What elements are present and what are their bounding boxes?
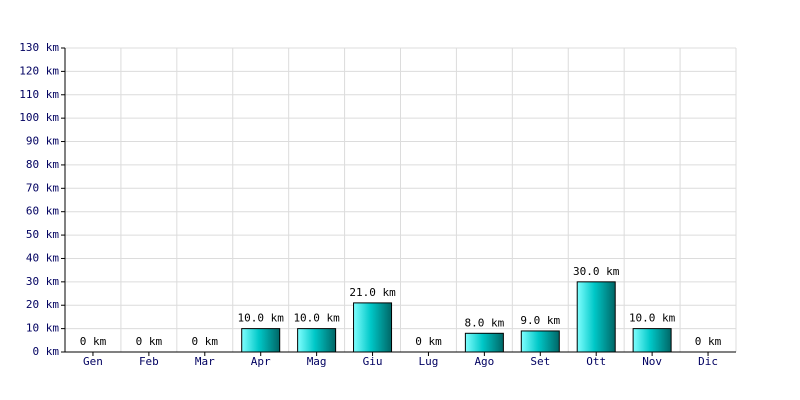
value-label: 0 km [192, 335, 219, 348]
y-tick-label: 120 km [19, 64, 59, 77]
x-tick-label: Nov [642, 355, 662, 368]
y-tick-label: 30 km [26, 275, 59, 288]
x-tick-label: Set [530, 355, 550, 368]
y-tick-label: 60 km [26, 205, 59, 218]
x-tick-label: Apr [251, 355, 271, 368]
bar [576, 281, 616, 353]
value-label: 0 km [415, 335, 442, 348]
y-tick-label: 130 km [19, 41, 59, 54]
value-label: 8.0 km [465, 316, 505, 329]
y-tick-label: 20 km [26, 298, 59, 311]
y-tick-label: 10 km [26, 322, 59, 335]
y-tick-label: 110 km [19, 88, 59, 101]
bar [297, 328, 337, 353]
bar [241, 328, 281, 353]
value-label: 21.0 km [349, 286, 396, 299]
x-tick-label: Ott [586, 355, 606, 368]
bar [464, 332, 504, 353]
value-label: 10.0 km [629, 312, 676, 325]
value-label: 10.0 km [238, 312, 285, 325]
y-tick-label: 50 km [26, 228, 59, 241]
x-tick-label: Ago [474, 355, 494, 368]
y-tick-label: 40 km [26, 251, 59, 264]
value-label: 0 km [136, 335, 163, 348]
x-tick-label: Mar [195, 355, 215, 368]
y-tick-label: 90 km [26, 135, 59, 148]
x-tick-label: Mag [307, 355, 327, 368]
value-label: 10.0 km [293, 312, 340, 325]
value-label: 0 km [80, 335, 107, 348]
x-tick-label: Lug [419, 355, 439, 368]
x-tick-label: Gen [83, 355, 103, 368]
x-tick-label: Feb [139, 355, 159, 368]
x-tick-label: Dic [698, 355, 718, 368]
y-tick-label: 80 km [26, 158, 59, 171]
bar [353, 302, 393, 353]
value-label: 0 km [695, 335, 722, 348]
x-tick-label: Giu [363, 355, 383, 368]
value-label: 30.0 km [573, 265, 620, 278]
y-tick-label: 0 km [33, 345, 60, 358]
bar [520, 330, 560, 353]
y-tick-label: 70 km [26, 181, 59, 194]
value-label: 9.0 km [520, 314, 560, 327]
bar [632, 328, 672, 353]
y-tick-label: 100 km [19, 111, 59, 124]
